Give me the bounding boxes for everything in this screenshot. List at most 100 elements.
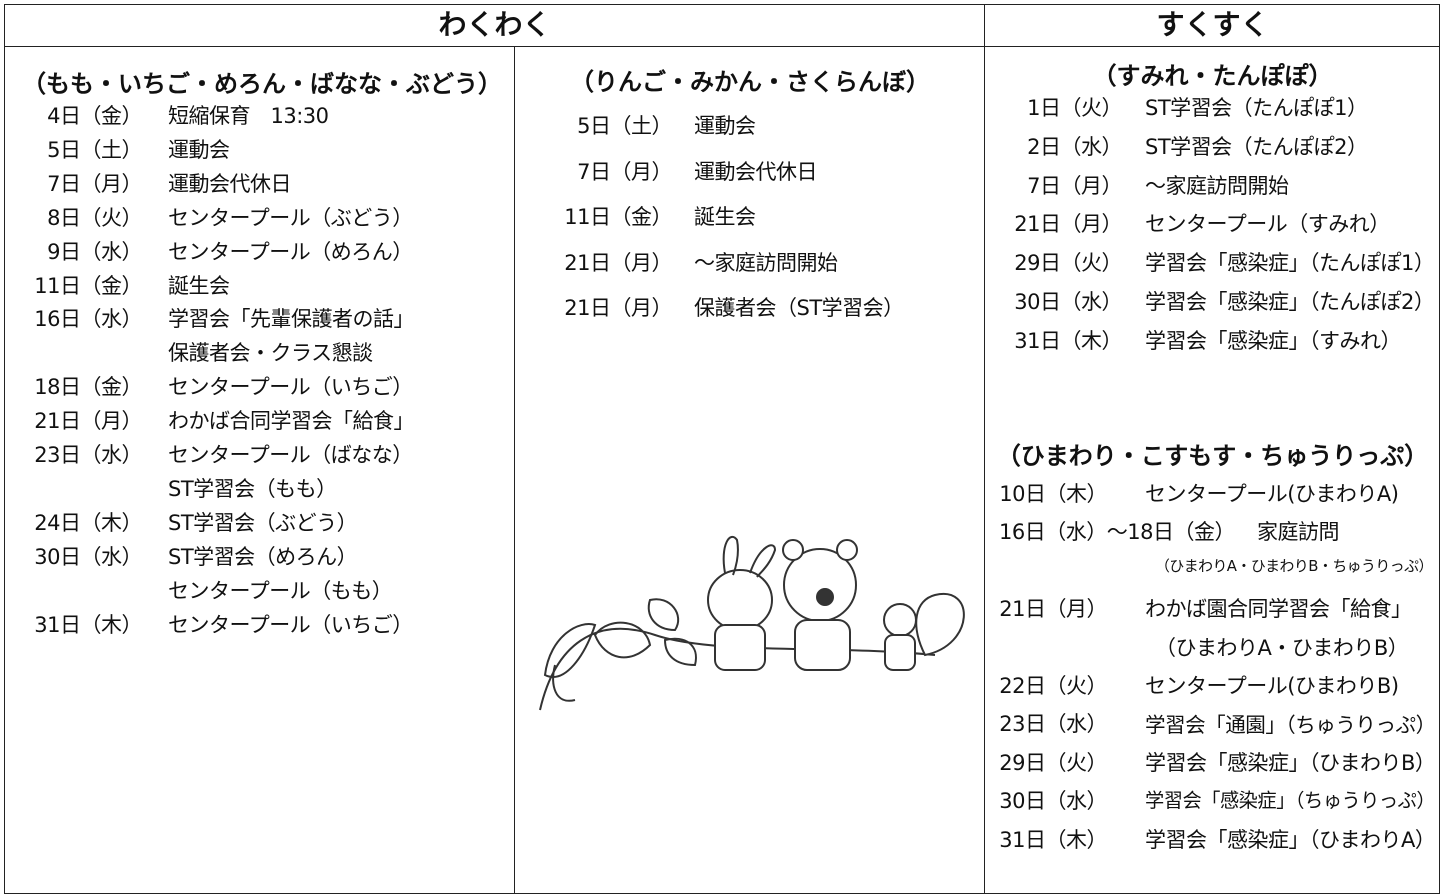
event: センタープール（ばなな） — [168, 443, 413, 467]
schedule-row: （ひまわりA・ひまわりB・ちゅうりっぷ） — [985, 555, 1440, 585]
event: ST学習会（たんぽぽ2） — [1145, 134, 1368, 159]
header-cell — [4, 4, 985, 47]
group-title: （すみれ・たんぽぽ） — [1092, 62, 1333, 90]
schedule-row: 5日（土） 運動会 — [515, 110, 985, 140]
date: 10日（木） — [999, 482, 1107, 506]
event: 学習会「感染症」（ひまわりA） — [1145, 827, 1436, 852]
date: 31日（木） — [1014, 328, 1122, 353]
date: 7日（月） — [577, 159, 672, 184]
schedule-row: 21日（月） わかば園合同学習会「給食」 — [985, 593, 1440, 623]
event: 学習会「感染症」（たんぽぽ2） — [1145, 290, 1435, 314]
schedule-row: 4日（金） 短縮保育 13:30 — [0, 100, 510, 130]
event: ST学習会（めろん） — [168, 544, 358, 569]
group-title: （もも・いちご・めろん・ばなな・ぶどう） — [22, 70, 502, 98]
date: 23日（水） — [34, 443, 142, 467]
event: 誕生会 — [694, 205, 756, 229]
schedule-row: 21日（月） ～家庭訪問開始 — [515, 247, 985, 277]
date: 29日（火） — [999, 750, 1107, 775]
event: ST学習会（もも） — [168, 476, 337, 501]
header-title: わくわく — [438, 8, 551, 41]
date: 9日（水） — [47, 239, 142, 264]
event: 学習会「感染症」（すみれ） — [1145, 328, 1402, 353]
event: ST学習会（たんぽぽ1） — [1145, 96, 1368, 120]
date: 21日（月） — [34, 409, 142, 434]
schedule-row: 31日（木） 学習会「感染症」（ひまわりA） — [985, 824, 1440, 854]
event: センタープール（もも） — [168, 578, 393, 603]
date: 2日（水） — [1027, 134, 1122, 159]
date: 18日（金） — [34, 375, 142, 400]
event: 運動会 — [694, 114, 756, 138]
date: 30日（水） — [34, 544, 142, 569]
event: 学習会「先輩保護者の話」 — [168, 307, 415, 332]
schedule-row: 30日（水） 学習会「感染症」（たんぽぽ2） — [985, 286, 1440, 316]
schedule-row: 5日（土） 運動会 — [0, 134, 510, 164]
schedule-row: 21日（月） 保護者会（ST学習会） — [515, 292, 985, 322]
event: 誕生会 — [168, 273, 230, 298]
schedule-row: 1日（火） ST学習会（たんぽぽ1） — [985, 92, 1440, 122]
schedule-row: 31日（木） 学習会「感染症」（すみれ） — [985, 325, 1440, 355]
event: （ひまわりA・ひまわりB・ちゅうりっぷ） — [1155, 556, 1433, 575]
date: 23日（水） — [999, 712, 1107, 737]
event: 運動会代休日 — [694, 159, 818, 184]
schedule-row: 7日（月） 運動会代休日 — [0, 168, 510, 198]
date: 29日（火） — [1014, 251, 1122, 276]
event: 短縮保育 13:30 — [168, 104, 329, 128]
header-title: すくすく — [1156, 8, 1269, 41]
date: 21日（月） — [564, 296, 672, 320]
date: 1日（火） — [1027, 96, 1122, 120]
date: 5日（土） — [47, 137, 142, 162]
schedule-row: （ひまわりA・ひまわりB） — [985, 632, 1440, 662]
event: センタープール（いちご） — [168, 375, 413, 400]
event: 学習会「感染症」（ひまわりB） — [1145, 750, 1436, 775]
date: 21日（月） — [999, 597, 1107, 622]
schedule-row: 31日（木） センタープール（いちご） — [0, 609, 510, 639]
date: 16日（水） — [34, 307, 142, 332]
date: 11日（金） — [34, 273, 142, 298]
event: ～家庭訪問開始 — [1145, 173, 1289, 198]
date: 30日（水） — [999, 789, 1107, 814]
schedule-row: 24日（木） ST学習会（ぶどう） — [0, 507, 510, 537]
event: 保護者会・クラス懇談 — [168, 341, 373, 366]
date: 8日（火） — [47, 205, 142, 230]
illustration — [539, 536, 965, 711]
event: わかば園合同学習会「給食」 — [1145, 597, 1412, 622]
schedule-row: 11日（金） 誕生会 — [515, 201, 985, 231]
event: センタープール(ひまわりA) — [1145, 482, 1399, 506]
schedule-row: 23日（水） センタープール（ばなな） — [0, 439, 510, 469]
event: ST学習会（ぶどう） — [168, 510, 358, 535]
event: わかば合同学習会「給食」 — [168, 409, 415, 434]
date: 5日（土） — [577, 114, 672, 138]
header-cell — [984, 4, 1440, 47]
date: 22日（火） — [999, 674, 1107, 698]
event: センタープール（いちご） — [168, 612, 413, 637]
event: 家庭訪問 — [1256, 520, 1340, 545]
event: 学習会「通園」（ちゅうりっぷ） — [1145, 713, 1436, 738]
schedule-row: 7日（月） 運動会代休日 — [515, 156, 985, 186]
schedule-row: 10日（木） センタープール(ひまわりA) — [985, 478, 1440, 508]
schedule-row: 保護者会・クラス懇談 — [0, 337, 510, 367]
date: 7日（月） — [47, 171, 142, 196]
schedule-row: 30日（水） 学習会「感染症」（ちゅうりっぷ） — [985, 785, 1440, 815]
schedule-row: 23日（水） 学習会「通園」（ちゅうりっぷ） — [985, 708, 1440, 738]
date: 31日（木） — [999, 827, 1107, 852]
event: 学習会「感染症」（たんぽぽ1） — [1145, 251, 1435, 276]
schedule-row: 16日（水） 学習会「先輩保護者の話」 — [0, 303, 510, 333]
event: 保護者会（ST学習会） — [694, 296, 904, 320]
date: 31日（木） — [34, 612, 142, 637]
group-title: （ひまわり・こすもす・ちゅうりっぷ） — [996, 442, 1429, 470]
schedule-row: 21日（月） センタープール（すみれ） — [985, 208, 1440, 238]
date: 21日（月） — [564, 250, 672, 275]
schedule-row: 7日（月） ～家庭訪問開始 — [985, 170, 1440, 200]
schedule-row: 2日（水） ST学習会（たんぽぽ2） — [985, 131, 1440, 161]
schedule-row: 18日（金） センタープール（いちご） — [0, 371, 510, 401]
schedule-row: 11日（金） 誕生会 — [0, 270, 510, 300]
schedule-row: 8日（火） センタープール（ぶどう） — [0, 202, 510, 232]
event: センタープール（すみれ） — [1145, 212, 1390, 237]
column-divider — [984, 46, 985, 894]
event: 運動会代休日 — [168, 171, 292, 196]
schedule-row: 22日（火） センタープール(ひまわりB) — [985, 670, 1440, 700]
date: 7日（月） — [1027, 173, 1122, 198]
event: ～家庭訪問開始 — [694, 250, 838, 275]
date: 11日（金） — [564, 205, 672, 229]
